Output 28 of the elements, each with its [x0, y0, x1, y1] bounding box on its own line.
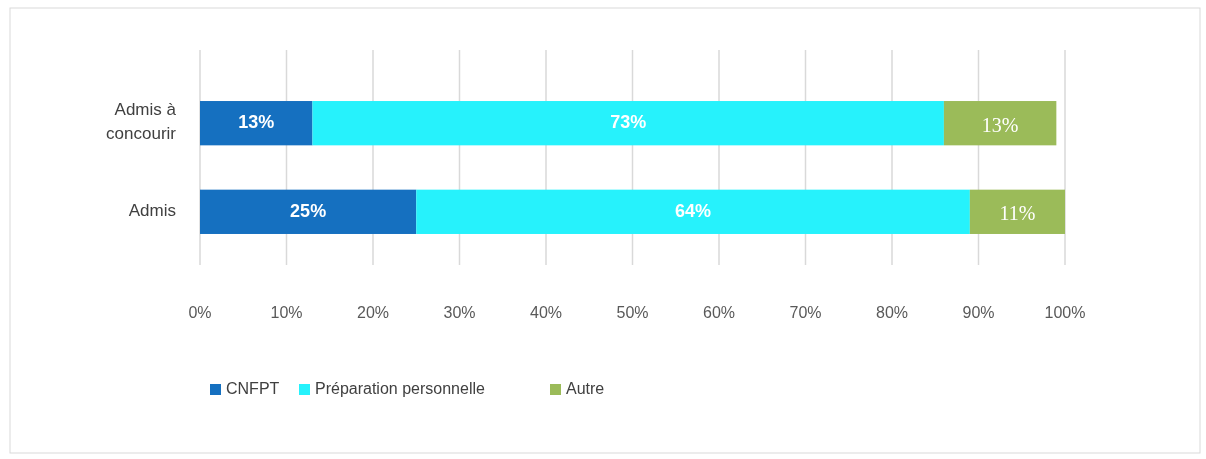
data-label: 64% — [675, 200, 712, 221]
data-label: 25% — [290, 200, 327, 221]
x-tick-label: 70% — [789, 304, 822, 321]
data-label: 13% — [238, 111, 275, 132]
x-tick-label: 60% — [702, 304, 736, 321]
x-tick-label: 0% — [188, 304, 212, 321]
x-tick-label: 30% — [443, 304, 476, 321]
legend-label: CNFPT — [226, 380, 280, 398]
x-tick-label: 20% — [356, 304, 390, 321]
legend-label: Autre — [566, 380, 605, 398]
bar — [200, 101, 313, 146]
y-tick-label: Admis — [128, 201, 176, 221]
bar — [312, 101, 944, 146]
x-tick-label: 40% — [529, 304, 563, 321]
y-tick-label: Admis à concourir — [106, 100, 177, 144]
data-label: 13% — [981, 113, 1019, 136]
bar — [969, 189, 1065, 234]
x-tick-label: 80% — [875, 304, 909, 321]
x-tick-label: 10% — [270, 304, 303, 321]
data-label: 73% — [610, 111, 647, 132]
bar — [943, 101, 1057, 146]
x-tick-label: 50% — [616, 304, 649, 321]
x-tick-label: 90% — [962, 304, 995, 321]
x-tick-label: 100% — [1044, 304, 1086, 321]
bar — [416, 189, 970, 234]
data-label: 11% — [999, 202, 1036, 225]
legend-label: Préparation personnelle — [315, 380, 485, 398]
bar — [200, 189, 417, 234]
